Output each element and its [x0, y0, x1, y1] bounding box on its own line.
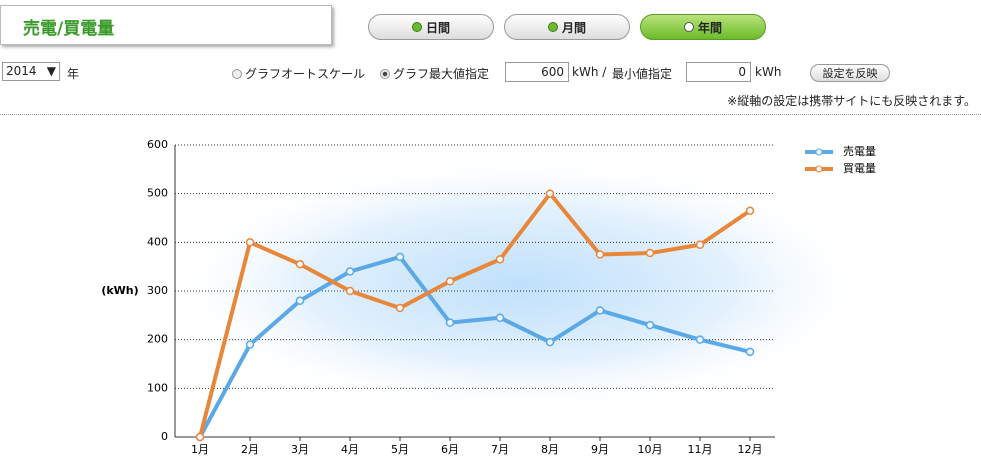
y-tick-label: 500: [147, 187, 168, 200]
x-tick-label: 8月: [541, 443, 559, 456]
data-point: [495, 255, 505, 264]
tab-button[interactable]: 年間: [640, 14, 766, 40]
data-point: [195, 432, 205, 442]
y-tick-label: 100: [147, 381, 168, 394]
y-tick-label: 0: [161, 430, 168, 443]
data-point: [595, 306, 605, 315]
data-point: [695, 240, 705, 250]
min-input[interactable]: 0: [686, 62, 751, 82]
data-point: [295, 259, 305, 269]
data-point: [245, 340, 255, 349]
tab-label: 年間: [697, 20, 722, 35]
min-label: 最小値指定: [612, 67, 673, 81]
y-tick-label: 400: [147, 235, 168, 248]
chart: (kWh) 0 100 200 300 400 500 600 1月 2月 3月 4月 5月 6月 7月 8月…: [101, 138, 880, 456]
y-tick-label: 600: [147, 138, 168, 151]
title-box: 売電/買電量: [0, 5, 332, 45]
tab-icon: [411, 22, 422, 32]
apply-label: 設定を反映: [822, 67, 878, 80]
radio-label: グラフ最大値指定: [393, 67, 490, 81]
y-axis-label: (kWh): [101, 284, 138, 297]
radio-option[interactable]: グラフオートスケール: [232, 65, 365, 82]
data-point: [345, 286, 355, 296]
x-tick-label: 9月: [591, 443, 609, 456]
data-point: [595, 250, 605, 259]
separator: [0, 114, 981, 115]
data-point: [395, 252, 405, 262]
y-tick-label: 300: [147, 284, 168, 297]
tab-button[interactable]: 日間: [368, 14, 494, 40]
tab-icon: [547, 22, 558, 32]
x-tick-label: 11月: [688, 443, 713, 456]
data-point: [545, 337, 555, 347]
max-unit: kWh /: [572, 65, 607, 79]
tab-label: 月間: [561, 20, 586, 35]
max-input[interactable]: 600: [505, 62, 569, 82]
x-tick-label: 6月: [441, 443, 459, 456]
data-point: [545, 189, 555, 198]
radio-label: グラフオートスケール: [245, 67, 366, 81]
radio-dot: [380, 68, 390, 79]
data-point: [745, 206, 755, 215]
x-tick-label: 12月: [738, 443, 763, 456]
tab-icon: [683, 22, 694, 32]
data-point: [395, 303, 405, 313]
series-line: [198, 191, 752, 438]
legend-label: 買電量: [843, 162, 876, 175]
data-point: [445, 277, 455, 286]
data-point: [695, 335, 705, 344]
legend-marker: [815, 165, 823, 173]
min-unit: kWh: [755, 65, 782, 79]
radio-dot: [232, 68, 242, 79]
data-point: [345, 267, 355, 276]
apply-button[interactable]: 設定を反映: [810, 64, 890, 82]
year-select[interactable]: 2014 ▼: [2, 62, 60, 81]
data-point: [645, 248, 655, 258]
data-point: [745, 347, 755, 357]
data-point: [295, 296, 305, 305]
x-tick-label: 10月: [638, 443, 663, 456]
x-tick-label: 2月: [241, 443, 259, 456]
x-tick-label: 5月: [391, 443, 409, 456]
legend-label: 売電量: [843, 145, 876, 158]
year-value: 2014: [6, 64, 37, 78]
x-tick-label: 4月: [341, 443, 359, 456]
legend-marker: [815, 148, 823, 156]
series-line: [198, 254, 751, 438]
data-point: [645, 320, 655, 330]
note: ※縦軸の設定は携帯サイトにも反映されます。: [727, 94, 976, 108]
tab-button[interactable]: 月間: [504, 14, 630, 40]
data-point: [445, 318, 455, 327]
background-glow: [160, 155, 880, 415]
year-unit: 年: [67, 67, 80, 81]
data-point: [495, 313, 505, 323]
radio-option[interactable]: グラフ最大値指定: [380, 65, 489, 82]
x-tick-label: 1月: [191, 443, 209, 456]
y-tick-label: 200: [147, 333, 168, 346]
page-title: 売電/買電量: [23, 19, 115, 39]
x-tick-label: 3月: [291, 443, 309, 456]
data-point: [245, 238, 255, 247]
tab-label: 日間: [425, 20, 450, 35]
x-tick-label: 7月: [491, 443, 509, 456]
